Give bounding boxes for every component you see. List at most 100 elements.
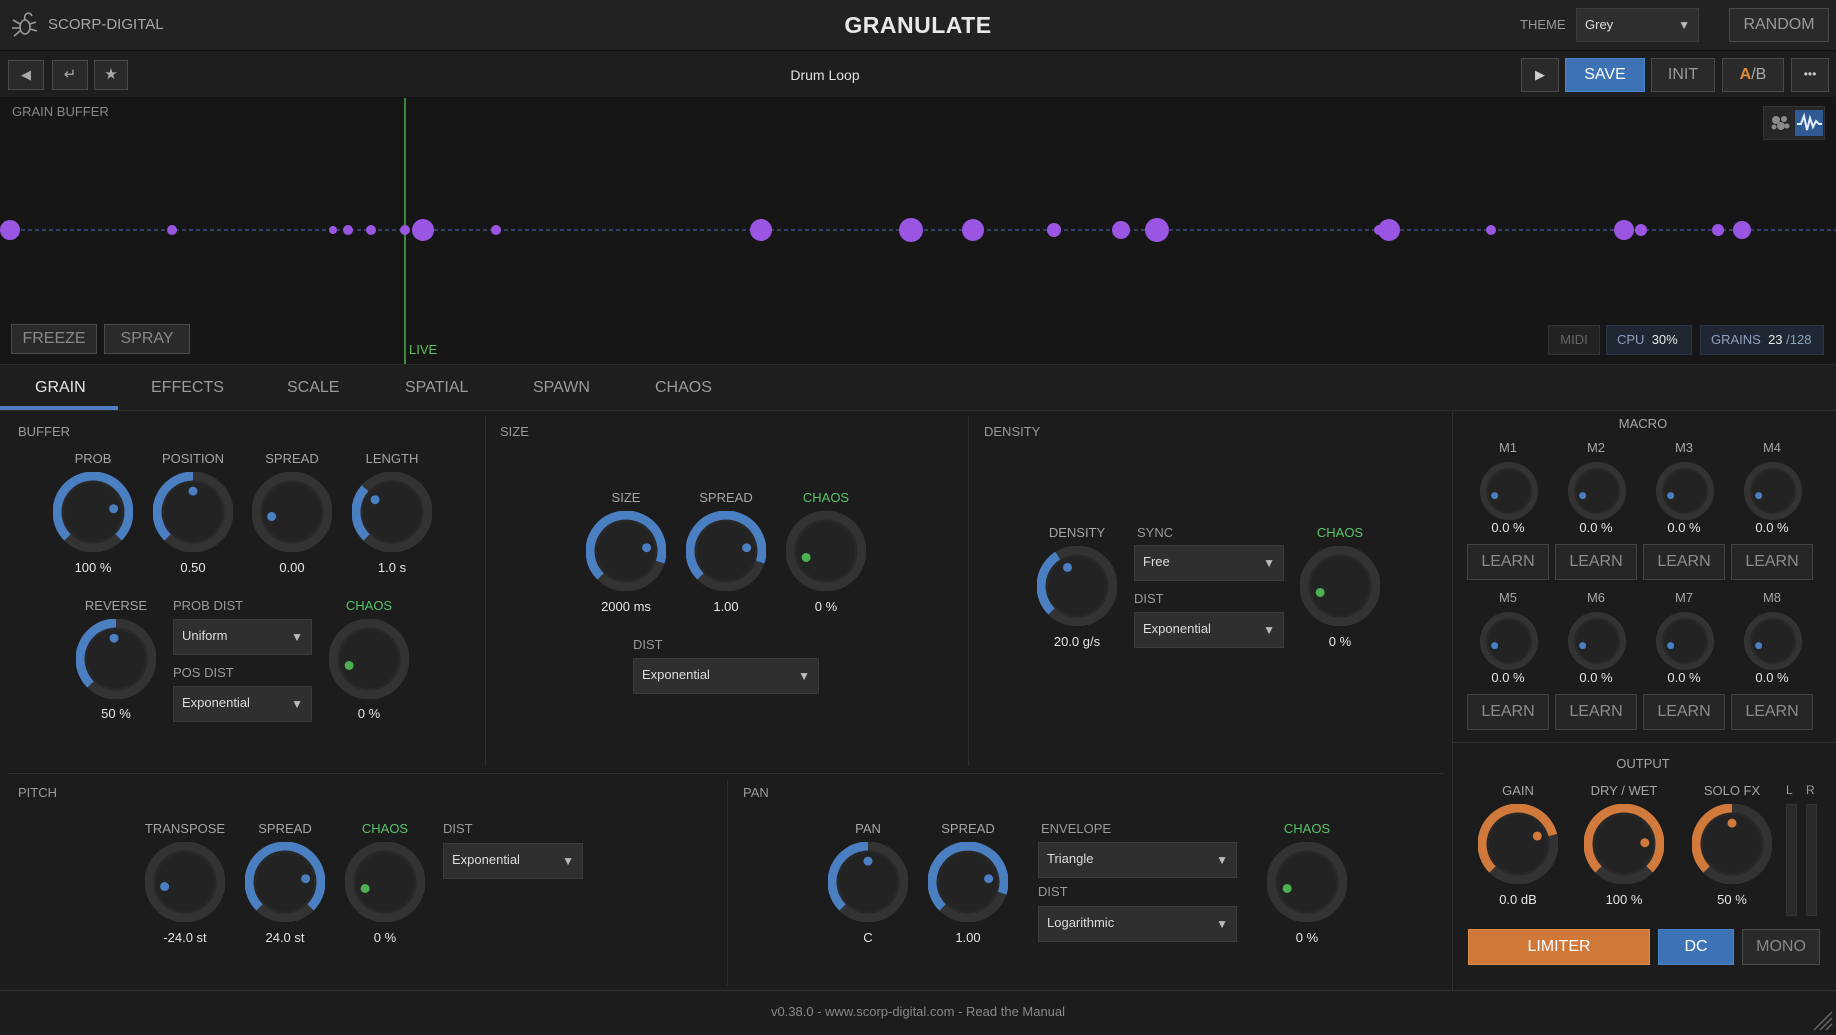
pitch-dist-select[interactable]: Exponential ▼ [443,843,583,879]
learn-button[interactable]: LEARN [1467,544,1549,580]
save-button[interactable]: SAVE [1565,58,1645,92]
init-button[interactable]: INIT [1651,58,1715,92]
size-spread-knob[interactable] [685,510,767,594]
buffer-chaos-knob[interactable] [328,618,410,702]
knob-graphic [1266,841,1348,923]
prob-knob[interactable] [52,471,134,555]
macro-knob[interactable] [1567,461,1627,524]
macro-label: M4 [1762,440,1782,455]
meter-l-label: L [1786,783,1793,797]
position-knob[interactable] [152,471,234,555]
learn-button[interactable]: LEARN [1731,544,1813,580]
knob-graphic [1656,612,1714,670]
pitch-chaos-knob[interactable] [344,841,426,925]
size-chaos-knob[interactable] [785,510,867,594]
resize-handle-icon[interactable] [1810,1008,1834,1032]
theme-select[interactable]: Grey ▼ [1576,8,1699,42]
spread-label: SPREAD [265,451,319,466]
grain-cloud-view-icon[interactable] [1768,111,1792,135]
size-knob[interactable] [585,510,667,594]
learn-button[interactable]: LEARN [1555,544,1637,580]
macro-title: MACRO [1618,416,1668,431]
gain-knob[interactable] [1477,803,1559,887]
play-button[interactable]: ▶ [1521,58,1559,92]
length-knob[interactable] [351,471,433,555]
pan-label: PAN [855,821,881,836]
length-label: LENGTH [365,451,419,466]
previous-preset-button[interactable]: ◀ [8,60,44,90]
learn-button[interactable]: LEARN [1731,694,1813,730]
chevron-down-icon: ▼ [1263,556,1275,570]
macro-knob[interactable] [1479,461,1539,524]
density-dist-select[interactable]: Exponential ▼ [1134,612,1284,648]
solo-fx-knob[interactable] [1691,803,1773,887]
length-value: 1.0 s [377,560,407,575]
density-chaos-label: CHAOS [1316,525,1364,540]
tab-grain[interactable]: GRAIN [35,379,86,396]
knob-graphic [685,510,767,592]
size-spread-value: 1.00 [713,599,739,614]
macro-knob[interactable] [1567,611,1627,674]
density-knob[interactable] [1036,545,1118,629]
pan-spread-label: SPREAD [941,821,995,836]
macro-knob[interactable] [1743,461,1803,524]
spray-button[interactable]: SPRAY [104,324,190,354]
tab-spawn[interactable]: SPAWN [533,379,590,396]
ab-compare-button[interactable]: A/B [1722,58,1784,92]
more-menu-button[interactable]: ••• [1791,58,1829,92]
divider [1452,411,1453,991]
learn-button[interactable]: LEARN [1467,694,1549,730]
freeze-button[interactable]: FREEZE [11,324,97,354]
macro-knob[interactable] [1655,461,1715,524]
learn-button[interactable]: LEARN [1643,694,1725,730]
pan-dist-select[interactable]: Logarithmic ▼ [1038,906,1237,942]
pitch-spread-knob[interactable] [244,841,326,925]
pan-chaos-knob[interactable] [1266,841,1348,925]
pan-spread-knob[interactable] [927,841,1009,925]
drywet-knob[interactable] [1583,803,1665,887]
transpose-knob[interactable] [144,841,226,925]
limiter-button[interactable]: LIMITER [1468,929,1650,965]
knob-graphic [1480,462,1538,520]
tab-scale[interactable]: SCALE [287,379,340,396]
macro-knob[interactable] [1479,611,1539,674]
app-title: GRANULATE [844,12,992,38]
preset-name[interactable]: Drum Loop [790,67,860,83]
tab-chaos[interactable]: CHAOS [655,379,712,396]
pan-dist-label: DIST [1038,884,1068,899]
grain-particle [1112,221,1130,239]
favorite-button[interactable]: ★ [94,60,128,90]
macro-value: 0.0 % [1755,670,1789,685]
macro-knob[interactable] [1743,611,1803,674]
transpose-label: TRANSPOSE [144,821,226,836]
tab-effects[interactable]: EFFECTS [151,379,224,396]
knob-graphic [328,618,410,700]
macro-value: 0.0 % [1491,670,1525,685]
sync-select[interactable]: Free ▼ [1134,545,1284,581]
reverse-label: REVERSE [84,598,148,613]
macro-value: 0.0 % [1667,520,1701,535]
macro-knob[interactable] [1655,611,1715,674]
density-dist-value: Exponential [1143,621,1211,636]
buffer-spread-knob[interactable] [251,471,333,555]
footer-text[interactable]: v0.38.0 - www.scorp-digital.com - Read t… [770,1004,1066,1019]
waveform-view-icon[interactable] [1795,110,1823,136]
position-value: 0.50 [180,560,206,575]
density-chaos-knob[interactable] [1299,545,1381,629]
learn-button[interactable]: LEARN [1555,694,1637,730]
learn-button[interactable]: LEARN [1643,544,1725,580]
sync-label: SYNC [1137,525,1174,540]
reverse-knob[interactable] [75,618,157,702]
pos-dist-select[interactable]: Exponential ▼ [173,686,312,722]
size-dist-select[interactable]: Exponential ▼ [633,658,819,694]
tab-spatial[interactable]: SPATIAL [405,379,469,396]
enter-button[interactable]: ↵ [52,60,88,90]
mono-button[interactable]: MONO [1742,929,1820,965]
random-button[interactable]: RANDOM [1729,8,1829,42]
envelope-select[interactable]: Triangle ▼ [1038,842,1237,878]
prob-dist-select[interactable]: Uniform ▼ [173,619,312,655]
dc-button[interactable]: DC [1658,929,1734,965]
pos-dist-label: POS DIST [173,665,234,680]
pan-knob[interactable] [827,841,909,925]
cpu-label: CPU [1617,332,1645,347]
